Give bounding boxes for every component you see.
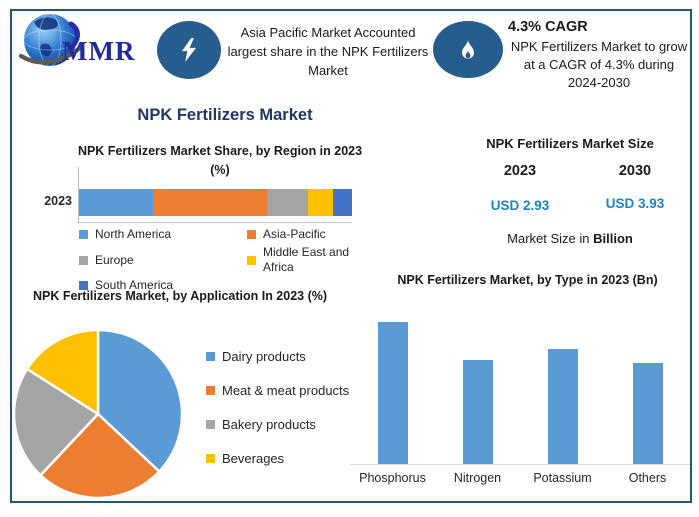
legend-swatch (206, 420, 215, 429)
legend-label: Beverages (222, 451, 285, 466)
bar (462, 360, 493, 464)
bar (632, 363, 663, 464)
legend-swatch (247, 255, 256, 265)
region-y-axis-line (78, 167, 79, 223)
application-legend: Dairy products Meat & meat products Bakery… (206, 349, 366, 485)
region-segment (267, 189, 309, 216)
legend-item: Middle East and Africa (247, 245, 374, 275)
type-chart-title: NPK Fertilizers Market, by Type in 2023 … (397, 273, 658, 287)
bar-category-label: Others (628, 471, 667, 485)
bar (547, 349, 578, 464)
market-size-caption-prefix: Market Size in (507, 231, 594, 246)
legend-item: South America (79, 278, 247, 293)
region-x-axis-line (78, 222, 352, 223)
type-bar-chart (350, 316, 690, 465)
legend-label: North America (95, 227, 172, 241)
market-size-value-2030: USD 3.93 (605, 196, 665, 211)
cagr-title: 4.3% CAGR (508, 19, 588, 35)
market-size-title: NPK Fertilizers Market Size (486, 136, 654, 151)
legend-swatch (79, 230, 88, 239)
region-segment (152, 189, 268, 216)
cagr-badge (433, 21, 503, 78)
market-size-caption: Market Size in Billion (450, 231, 690, 246)
region-segment (79, 189, 153, 216)
application-chart-title: NPK Fertilizers Market, by Application I… (32, 289, 328, 303)
legend-swatch (247, 230, 256, 239)
pie-slice (25, 328, 100, 416)
lightning-icon (181, 38, 197, 62)
mmr-logo: MMR (16, 10, 148, 84)
pie-slice (39, 412, 161, 499)
legend-label: Middle East and Africa (263, 245, 350, 274)
legend-label: Dairy products (222, 349, 306, 364)
logo-wordmark: MMR (62, 36, 136, 66)
lightning-badge (157, 21, 221, 79)
legend-swatch (79, 255, 88, 265)
bar (377, 322, 408, 464)
flame-icon (462, 37, 474, 59)
region-segment (332, 189, 352, 216)
bar-column (605, 316, 690, 464)
bar-column (350, 316, 435, 464)
bar-category-label: Potassium (533, 471, 592, 485)
legend-swatch (206, 454, 215, 463)
type-axis-labels: Phosphorus Nitrogen Potassium Others (350, 471, 690, 485)
page-title: NPK Fertilizers Market (137, 106, 313, 124)
region-segment (308, 189, 333, 216)
market-size-year-2023: 2023 (503, 163, 537, 179)
market-size-caption-unit: Billion (593, 231, 633, 246)
legend-item: Bakery products (206, 417, 366, 432)
pie-slice (12, 367, 100, 477)
legend-label: Bakery products (222, 417, 316, 432)
application-pie-chart (12, 328, 184, 499)
region-axis-category-label: 2023 (44, 194, 72, 208)
header-highlight-text: Asia Pacific Market Accounted largest sh… (227, 25, 429, 78)
region-stacked-bar (79, 189, 352, 216)
bar-column (435, 316, 520, 464)
region-legend: North America Asia-Pacific Europe Middle Ea… (79, 227, 374, 293)
legend-item: Dairy products (206, 349, 366, 364)
pie-slice (96, 328, 184, 473)
legend-swatch (206, 386, 215, 395)
market-size-year-2030: 2030 (618, 163, 652, 179)
legend-item: Beverages (206, 451, 366, 466)
legend-label: Asia-Pacific (263, 227, 326, 241)
bar-category-label: Nitrogen (453, 471, 502, 485)
legend-item: Meat & meat products (206, 383, 366, 398)
bar-category-label: Phosphorus (359, 471, 426, 485)
legend-swatch (79, 281, 88, 290)
legend-label: South America (95, 278, 174, 292)
legend-label: Europe (95, 252, 134, 267)
legend-swatch (206, 352, 215, 361)
legend-item: North America (79, 227, 247, 242)
market-size-value-2023: USD 2.93 (490, 198, 550, 213)
globe-icon (18, 13, 83, 67)
bar-column (520, 316, 605, 464)
cagr-description: NPK Fertilizers Market to grow at a CAGR… (510, 39, 688, 91)
region-chart-title: NPK Fertilizers Market Share, by Region … (77, 144, 363, 177)
legend-item: Asia-Pacific (247, 227, 374, 242)
legend-label: Meat & meat products (222, 383, 350, 398)
legend-item: Europe (79, 245, 247, 275)
cagr-block: 4.3% CAGR NPK Fertilizers Market to grow… (508, 19, 690, 93)
